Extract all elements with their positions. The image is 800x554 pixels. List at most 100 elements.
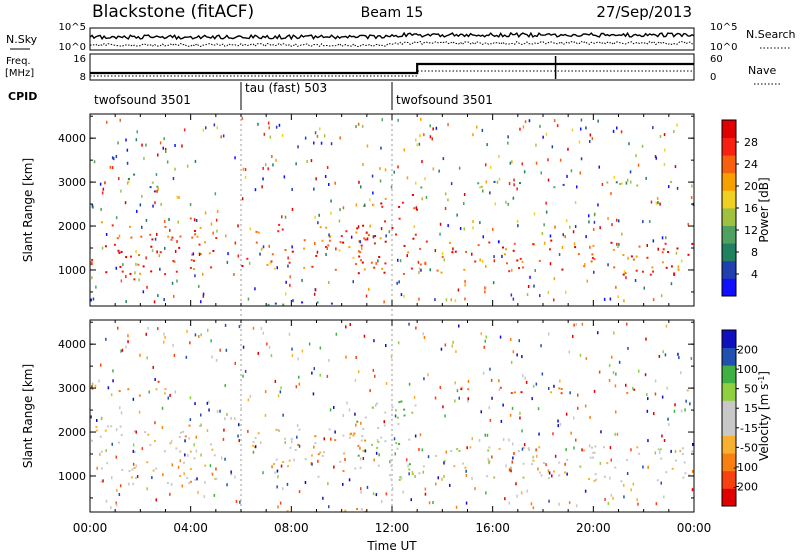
echo-cell xyxy=(592,451,595,454)
noise-cell xyxy=(536,454,538,458)
noise-cell xyxy=(176,279,178,283)
noise-cell xyxy=(141,447,144,451)
echo-cell xyxy=(199,226,202,229)
noise-cell xyxy=(521,355,523,359)
echo-cell xyxy=(193,268,196,271)
noise-cell xyxy=(226,483,228,487)
cpid-segment-label: twofsound 3501 xyxy=(94,93,191,107)
noise-cell xyxy=(687,222,689,226)
echo-cell xyxy=(691,450,694,453)
noise-cell xyxy=(101,191,104,195)
noise-cell xyxy=(166,160,169,164)
noise-cell xyxy=(354,378,357,382)
noise-cell xyxy=(98,379,100,383)
echo-cell xyxy=(144,431,147,434)
noise-cell xyxy=(135,430,137,434)
echo-cell xyxy=(488,446,491,449)
noise-cell xyxy=(613,331,615,335)
colorbar-swatch xyxy=(722,208,736,226)
echo-cell xyxy=(493,476,496,479)
noise-cell xyxy=(200,413,202,417)
noise-cell xyxy=(219,348,221,352)
noise-cell xyxy=(138,278,140,282)
noise-cell xyxy=(406,458,408,462)
noise-cell xyxy=(418,271,420,274)
echo-cell xyxy=(191,236,194,239)
noise-cell xyxy=(423,133,425,137)
noise-cell xyxy=(371,174,374,178)
y-tick-label: 4000 xyxy=(58,132,86,145)
noise-cell xyxy=(621,232,623,236)
colorbar-swatch xyxy=(722,365,736,384)
noise-cell xyxy=(545,132,548,136)
echo-cell xyxy=(356,227,359,230)
noise-cell xyxy=(559,158,562,162)
noise-cell xyxy=(156,232,158,236)
noise-cell xyxy=(414,434,417,438)
noise-cell xyxy=(483,345,485,349)
echo-cell xyxy=(188,437,191,440)
noise-cell xyxy=(670,282,673,286)
echo-cell xyxy=(390,478,393,481)
noise-cell xyxy=(691,469,694,473)
echo-cell xyxy=(527,447,530,450)
echo-cell xyxy=(394,409,397,412)
noise-cell xyxy=(263,132,266,136)
noise-cell xyxy=(429,124,431,128)
noise-cell xyxy=(335,247,337,251)
noise-cell xyxy=(146,487,148,491)
echo-cell xyxy=(360,259,362,262)
echo-cell xyxy=(528,448,531,451)
echo-cell xyxy=(139,272,142,275)
echo-cell xyxy=(189,468,192,471)
noise-cell xyxy=(267,121,270,125)
noise-cell xyxy=(159,267,161,271)
noise-cell xyxy=(227,252,229,256)
echo-cell xyxy=(465,250,467,253)
echo-cell xyxy=(186,477,189,480)
noise-cell xyxy=(244,369,247,373)
noise-cell xyxy=(152,204,154,208)
noise-cell xyxy=(652,298,655,302)
echo-cell xyxy=(620,480,623,483)
noise-cell xyxy=(571,128,574,132)
noise-cell xyxy=(115,155,118,158)
noise-cell xyxy=(407,464,409,468)
noise-cell xyxy=(479,258,481,262)
echo-cell xyxy=(660,457,663,460)
noise-cell xyxy=(521,162,523,166)
noise-cell xyxy=(252,450,255,454)
noise-cell xyxy=(298,382,301,386)
echo-cell xyxy=(391,406,394,409)
noise-cell xyxy=(326,166,329,169)
noise-cell xyxy=(385,344,387,347)
echo-cell xyxy=(379,237,382,240)
noise-cell xyxy=(498,388,501,392)
noise-cell xyxy=(408,472,410,476)
echo-cell xyxy=(635,269,638,272)
echo-cell xyxy=(637,452,640,455)
noise-cell xyxy=(269,135,272,139)
noise-cell xyxy=(635,154,637,158)
noise-cell xyxy=(646,409,649,413)
echo-cell xyxy=(270,260,273,263)
noise-cell xyxy=(525,380,528,384)
echo-cell xyxy=(403,244,406,247)
echo-cell xyxy=(169,442,172,445)
echo-cell xyxy=(519,182,521,185)
echo-cell xyxy=(384,262,387,265)
echo-cell xyxy=(137,263,140,266)
noise-cell xyxy=(326,374,329,378)
noise-cell xyxy=(500,419,503,423)
noise-cell xyxy=(224,457,226,461)
noise-cell xyxy=(168,218,170,221)
echo-cell xyxy=(128,470,131,472)
echo-cell xyxy=(684,472,687,475)
echo-cell xyxy=(303,266,306,269)
echo-cell xyxy=(477,244,480,247)
noise-cell xyxy=(576,504,578,508)
noise-cell xyxy=(291,245,293,249)
colorbar-tick-label: 20 xyxy=(744,180,758,193)
noise-cell xyxy=(584,489,587,493)
